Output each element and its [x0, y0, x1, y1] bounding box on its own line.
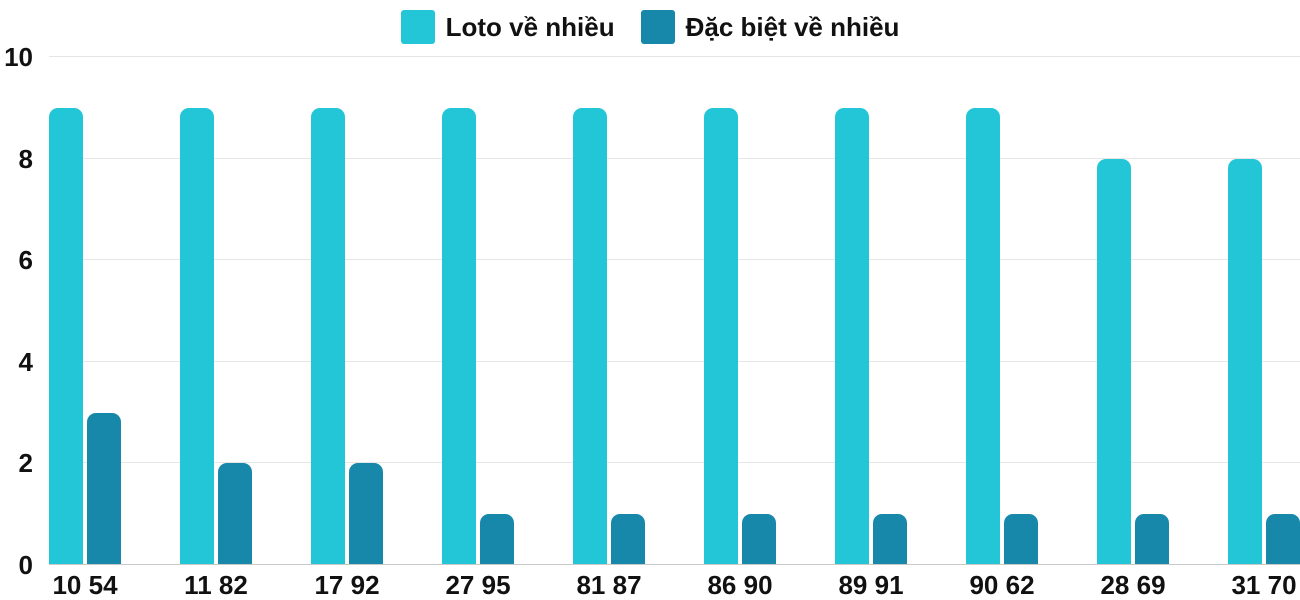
y-axis: 0 2 4 6 8 10 — [0, 44, 33, 578]
bar-dacbiet — [349, 463, 383, 565]
x-category-label: 28 69 — [1100, 570, 1166, 600]
bar-dacbiet — [480, 514, 514, 565]
gridline — [49, 259, 1300, 261]
bar-loto — [311, 107, 345, 565]
bar-group: 11 82 — [180, 57, 252, 598]
bar-group: 89 91 — [835, 57, 907, 598]
bar-dacbiet — [87, 412, 121, 565]
bar-dacbiet — [1266, 514, 1300, 565]
legend-label-loto: Loto về nhiều — [445, 12, 615, 42]
legend-label-dacbiet: Đặc biệt về nhiều — [685, 12, 900, 42]
legend-item-loto[interactable]: Loto về nhiều — [400, 10, 615, 44]
bar-group: 17 92 — [311, 57, 383, 598]
bar-dacbiet — [1004, 514, 1038, 565]
bar-group: 81 87 — [573, 57, 645, 598]
bar-group: 28 69 — [1097, 57, 1169, 598]
y-tick-label: 6 — [18, 245, 33, 276]
bar-dacbiet — [873, 514, 907, 565]
bar-group: 90 62 — [966, 57, 1038, 598]
legend-swatch-dacbiet — [640, 10, 675, 44]
y-tick-label: 8 — [18, 143, 33, 174]
x-category-label: 11 82 — [184, 570, 248, 600]
bar-loto — [49, 107, 83, 565]
gridline — [49, 56, 1300, 57]
bar-dacbiet — [611, 514, 645, 565]
plot-area: 10 54 11 82 17 92 27 95 81 87 86 90 89 91 90 62… — [49, 56, 1300, 598]
x-category-label: 17 92 — [314, 570, 380, 600]
bar-groups: 10 54 11 82 17 92 27 95 81 87 86 90 89 91 90 62… — [49, 57, 1300, 598]
bar-loto — [180, 107, 214, 565]
bar-group: 27 95 — [442, 57, 514, 598]
bar-dacbiet — [742, 514, 776, 565]
bar-loto — [442, 107, 476, 565]
bar-loto — [966, 107, 1000, 565]
chart-legend: Loto về nhiều Đặc biệt về nhiều — [0, 10, 1300, 44]
bar-loto — [573, 107, 607, 565]
gridline — [49, 462, 1300, 464]
bar-loto — [1228, 158, 1262, 565]
legend-swatch-loto — [400, 10, 435, 44]
bar-loto — [704, 107, 738, 565]
bar-dacbiet — [218, 463, 252, 565]
x-category-label: 90 62 — [969, 570, 1035, 600]
x-category-label: 86 90 — [707, 570, 773, 600]
x-category-label: 27 95 — [445, 570, 511, 600]
x-category-label: 31 70 — [1231, 570, 1297, 600]
y-tick-label: 0 — [18, 550, 33, 580]
bar-group: 86 90 — [704, 57, 776, 598]
x-axis-line — [49, 564, 1300, 565]
bar-loto — [1097, 158, 1131, 565]
y-tick-label: 10 — [4, 42, 33, 72]
gridline — [49, 360, 1300, 362]
y-tick-label: 4 — [18, 346, 33, 377]
x-category-label: 10 54 — [52, 570, 118, 600]
bar-group: 31 70 — [1228, 57, 1300, 598]
y-tick-label: 2 — [18, 448, 33, 479]
x-category-label: 89 91 — [838, 570, 904, 600]
bar-group: 10 54 — [49, 57, 121, 598]
bar-loto — [835, 107, 869, 565]
x-category-label: 81 87 — [576, 570, 642, 600]
gridline — [49, 157, 1300, 159]
legend-item-dacbiet[interactable]: Đặc biệt về nhiều — [640, 10, 900, 44]
bar-dacbiet — [1135, 514, 1169, 565]
